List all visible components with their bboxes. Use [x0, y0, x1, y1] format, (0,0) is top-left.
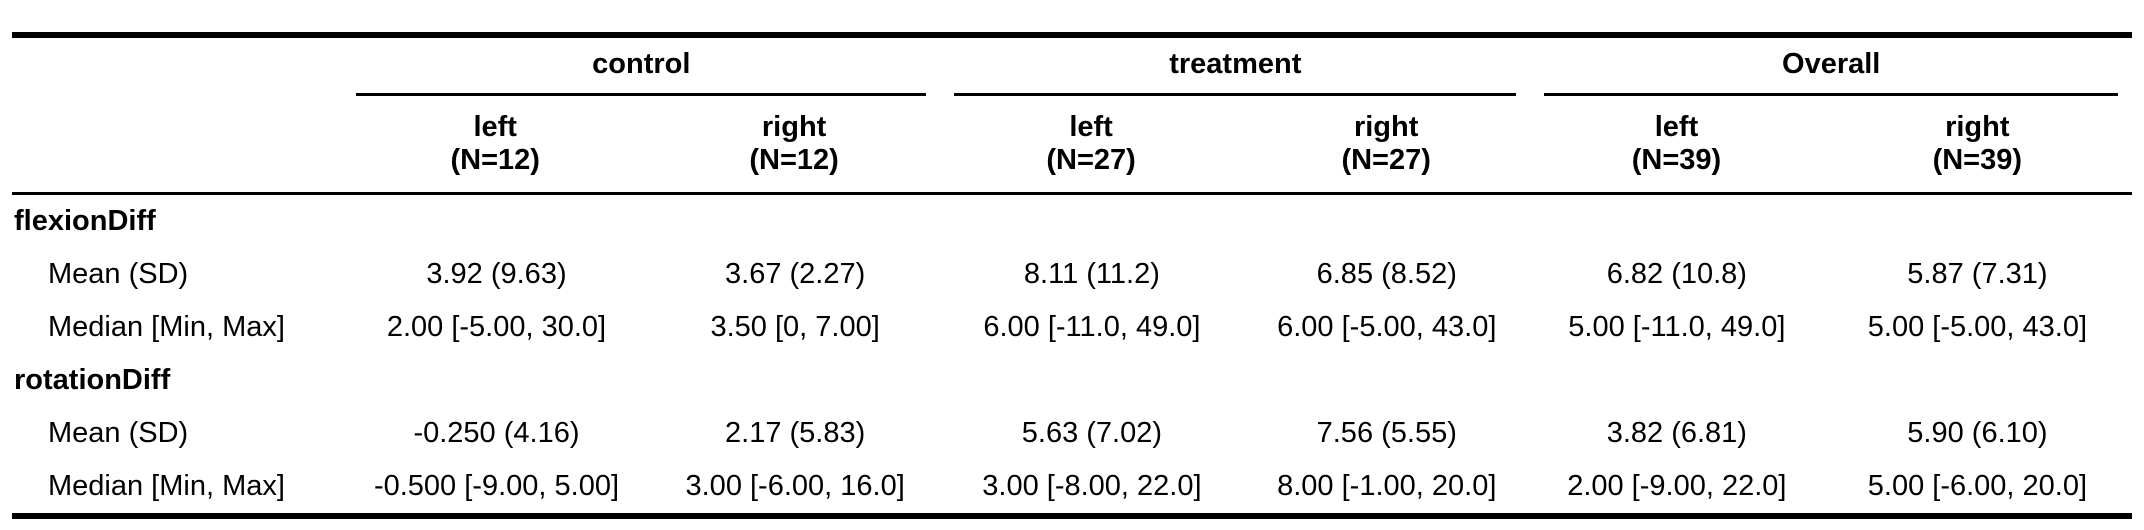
table-cell: 5.87 (7.31)	[1907, 258, 2048, 290]
column-header: right (N=27)	[1242, 96, 1530, 192]
table-row: Median [Min, Max] 2.00 [-5.00, 30.0] 3.5…	[12, 301, 2132, 354]
table-cell: -0.250 (4.16)	[413, 417, 580, 449]
group-underline	[356, 93, 927, 96]
column-header-label: left	[1069, 111, 1113, 143]
group-underline	[954, 93, 1517, 96]
table-cell: 3.92 (9.63)	[426, 258, 567, 290]
table-cell: 3.00 [-8.00, 22.0]	[982, 470, 1202, 502]
column-header-n: (N=27)	[1046, 144, 1136, 176]
stat-label: Mean (SD)	[48, 417, 189, 449]
table-cell: 7.56 (5.55)	[1316, 417, 1457, 449]
table-top-rule	[12, 32, 2132, 38]
group-header-control: control	[342, 38, 940, 96]
column-header-stub	[12, 96, 342, 192]
column-header: left (N=39)	[1530, 96, 1822, 192]
column-header: left (N=12)	[342, 96, 648, 192]
group-underline	[1544, 93, 2118, 96]
table-cell: 5.00 [-5.00, 43.0]	[1867, 311, 2088, 343]
table-cell: 3.67 (2.27)	[725, 258, 866, 290]
group-header-label: control	[592, 47, 691, 80]
column-header-label: left	[473, 111, 517, 143]
table-cell: 6.00 [-11.0, 49.0]	[983, 311, 1201, 343]
table-row: Mean (SD) 3.92 (9.63) 3.67 (2.27) 8.11 (…	[12, 248, 2132, 301]
group-header-overall: Overall	[1530, 38, 2132, 96]
table-cell: 3.50 [0, 7.00]	[710, 311, 880, 343]
table-cell: 3.82 (6.81)	[1606, 417, 1747, 449]
table-cell: 2.17 (5.83)	[725, 417, 866, 449]
table-cell: 8.11 (11.2)	[1023, 258, 1160, 290]
table-cell: 8.00 [-1.00, 20.0]	[1277, 470, 1497, 502]
column-header-label: right	[1945, 111, 2010, 143]
group-header-treatment: treatment	[940, 38, 1530, 96]
table-cell: 5.00 [-11.0, 49.0]	[1568, 311, 1786, 343]
section-row-rotationdiff: rotationDiff	[12, 354, 2132, 407]
column-header: right (N=39)	[1823, 96, 2132, 192]
table-cell: 6.00 [-5.00, 43.0]	[1277, 311, 1497, 343]
table-cell: 2.00 [-9.00, 22.0]	[1567, 470, 1787, 502]
table-cell: 6.82 (10.8)	[1606, 258, 1747, 290]
column-header: right (N=12)	[648, 96, 940, 192]
table-cell: 5.00 [-6.00, 20.0]	[1867, 470, 2088, 502]
column-header-label: right	[1353, 111, 1419, 143]
column-header-n: (N=12)	[749, 144, 839, 176]
column-header-row: left (N=12) right (N=12) left (N=27) rig…	[12, 96, 2132, 192]
column-header-n: (N=27)	[1341, 144, 1431, 176]
column-header: left (N=27)	[940, 96, 1242, 192]
column-header-label: right	[761, 111, 827, 143]
section-row-flexiondiff: flexionDiff	[12, 195, 2132, 248]
table-cell: -0.500 [-9.00, 5.00]	[373, 470, 620, 502]
stat-label: Median [Min, Max]	[48, 470, 285, 502]
table-cell: 3.00 [-6.00, 16.0]	[685, 470, 905, 502]
column-header-n: (N=12)	[450, 144, 540, 176]
table-cell: 6.85 (8.52)	[1316, 258, 1457, 290]
table-bottom-rule	[12, 513, 2132, 519]
table-cell: 2.00 [-5.00, 30.0]	[386, 311, 607, 343]
stat-label: Median [Min, Max]	[48, 311, 285, 343]
section-label: flexionDiff	[14, 205, 156, 237]
section-label: rotationDiff	[14, 364, 171, 396]
table-row: Mean (SD) -0.250 (4.16) 2.17 (5.83) 5.63…	[12, 407, 2132, 460]
header-rule	[12, 192, 2132, 195]
column-header-n: (N=39)	[1932, 144, 2023, 176]
table-row: Median [Min, Max] -0.500 [-9.00, 5.00] 3…	[12, 460, 2132, 513]
group-header-row: control treatment Overall	[12, 38, 2132, 96]
stat-label: Mean (SD)	[48, 258, 189, 290]
group-header-label: treatment	[1169, 47, 1302, 80]
column-header-n: (N=39)	[1631, 144, 1722, 176]
table-cell: 5.90 (6.10)	[1907, 417, 2048, 449]
column-header-label: left	[1654, 111, 1699, 143]
summary-table: control treatment Overall left (N=12) ri…	[12, 32, 2132, 519]
table-cell: 5.63 (7.02)	[1021, 417, 1163, 449]
group-header-label: Overall	[1782, 47, 1881, 80]
